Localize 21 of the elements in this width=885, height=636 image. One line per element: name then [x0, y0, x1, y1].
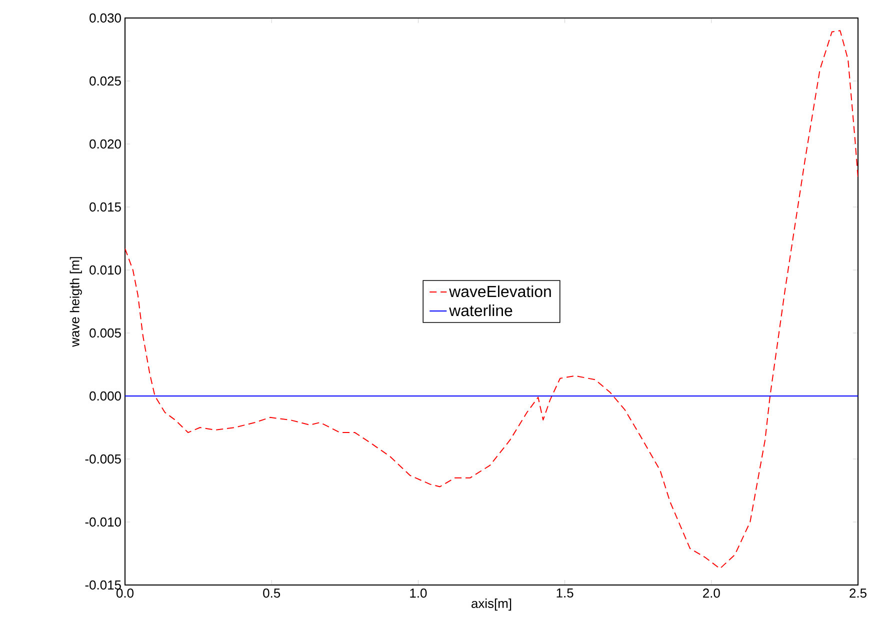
x-tick-label: 1.5	[556, 588, 574, 598]
y-tick-label: 0.025	[90, 76, 121, 86]
y-tick-label: -0.010	[85, 517, 121, 527]
legend-label: waterline	[449, 304, 512, 316]
x-tick-label: 0.0	[116, 588, 134, 598]
y-tick-label: 0.010	[90, 265, 121, 275]
x-tick-label: 1.0	[410, 588, 427, 598]
x-tick-label: 0.5	[263, 588, 280, 598]
y-axis-title: wave heigth [m]	[70, 257, 82, 347]
x-tick-label: 2.0	[703, 588, 720, 598]
y-tick-label: -0.015	[85, 580, 121, 590]
x-axis-title: axis[m]	[472, 598, 512, 611]
y-tick-label: 0.000	[90, 391, 121, 401]
x-tick-label: 2.5	[850, 588, 866, 598]
y-tick-label: 0.015	[90, 202, 121, 212]
y-tick-label: 0.020	[90, 139, 121, 149]
y-tick-label: 0.030	[90, 13, 121, 23]
y-tick-label: -0.005	[85, 454, 121, 464]
line-series	[125, 30, 858, 570]
y-tick-label: 0.005	[90, 328, 121, 338]
legend-label: waveElevation	[449, 285, 551, 298]
